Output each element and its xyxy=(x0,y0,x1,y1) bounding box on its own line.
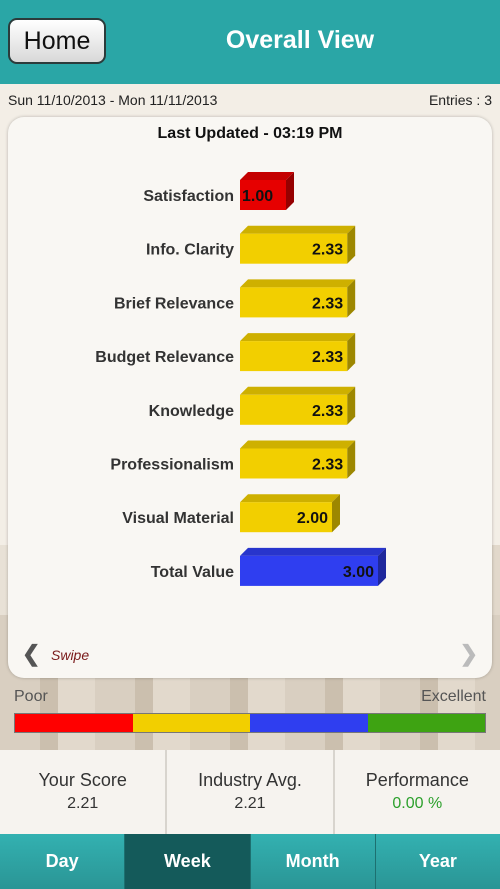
bar-chart: Satisfaction 1.00 Info. Clarity 2.33 Brief R… xyxy=(95,172,386,586)
bar xyxy=(240,494,340,533)
rating-scale-bar xyxy=(14,713,486,733)
scale-poor-label: Poor xyxy=(14,688,48,705)
category-label: Knowledge xyxy=(149,403,234,420)
bar-value-label: 2.33 xyxy=(312,457,343,474)
category-label: Brief Relevance xyxy=(114,295,234,312)
bar-value-label: 1.00 xyxy=(242,188,273,205)
bar xyxy=(240,225,356,264)
category-label: Professionalism xyxy=(110,457,234,474)
stats-row: Your Score 2.21 Industry Avg. 2.21 Perfo… xyxy=(0,750,500,834)
bar-value-label: 2.33 xyxy=(312,242,343,259)
swipe-hint: Swipe xyxy=(51,647,90,663)
category-label: Satisfaction xyxy=(143,188,234,205)
industry-avg-label: Industry Avg. xyxy=(198,770,302,790)
scale-segment xyxy=(15,714,133,732)
bar xyxy=(240,440,356,479)
scale-excellent-label: Excellent xyxy=(421,688,486,705)
bar-value-label: 2.00 xyxy=(297,510,328,527)
chevron-left-icon[interactable]: ❮ xyxy=(22,641,41,666)
your-score-value: 2.21 xyxy=(67,795,99,812)
your-score-label: Your Score xyxy=(38,770,127,790)
tab-week[interactable]: Week xyxy=(125,834,251,889)
performance-value: 0.00 % xyxy=(392,795,443,812)
period-tabs: Day Week Month Year xyxy=(0,834,500,889)
bar-value-label: 2.33 xyxy=(312,403,343,420)
date-range: Sun 11/10/2013 - Mon 11/11/2013 xyxy=(8,92,218,108)
industry-avg-stat: Industry Avg. 2.21 xyxy=(167,750,333,834)
your-score-stat: Your Score 2.21 xyxy=(0,750,166,834)
category-label: Budget Relevance xyxy=(95,349,234,366)
chevron-right-icon[interactable]: ❯ xyxy=(459,641,478,666)
category-label: Visual Material xyxy=(122,510,234,527)
bar xyxy=(240,333,356,372)
tab-day[interactable]: Day xyxy=(0,834,126,889)
scale-segment xyxy=(367,714,485,732)
category-label: Total Value xyxy=(151,564,234,581)
industry-avg-value: 2.21 xyxy=(234,795,266,812)
bar-value-label: 2.33 xyxy=(312,295,343,312)
performance-label: Performance xyxy=(365,770,469,790)
category-label: Info. Clarity xyxy=(146,242,234,259)
bar-value-label: 2.33 xyxy=(312,349,343,366)
home-button[interactable]: Home xyxy=(8,18,106,64)
performance-stat: Performance 0.00 % xyxy=(334,750,500,834)
chart-card[interactable]: Last Updated - 03:19 PM Satisfaction 1.00… xyxy=(8,117,492,678)
bar xyxy=(240,547,386,586)
tab-year[interactable]: Year xyxy=(375,834,500,889)
bar xyxy=(240,279,356,318)
entries-count: Entries : 3 xyxy=(428,92,492,108)
last-updated: Last Updated - 03:19 PM xyxy=(157,125,343,142)
app-header: Home Overall View xyxy=(0,0,500,86)
scale-segment xyxy=(132,714,250,732)
bar xyxy=(240,386,356,425)
scale-segment xyxy=(250,714,368,732)
page-title: Overall View xyxy=(225,26,375,54)
tab-month[interactable]: Month xyxy=(250,834,376,889)
bar-value-label: 3.00 xyxy=(343,564,374,581)
bar xyxy=(240,172,294,210)
